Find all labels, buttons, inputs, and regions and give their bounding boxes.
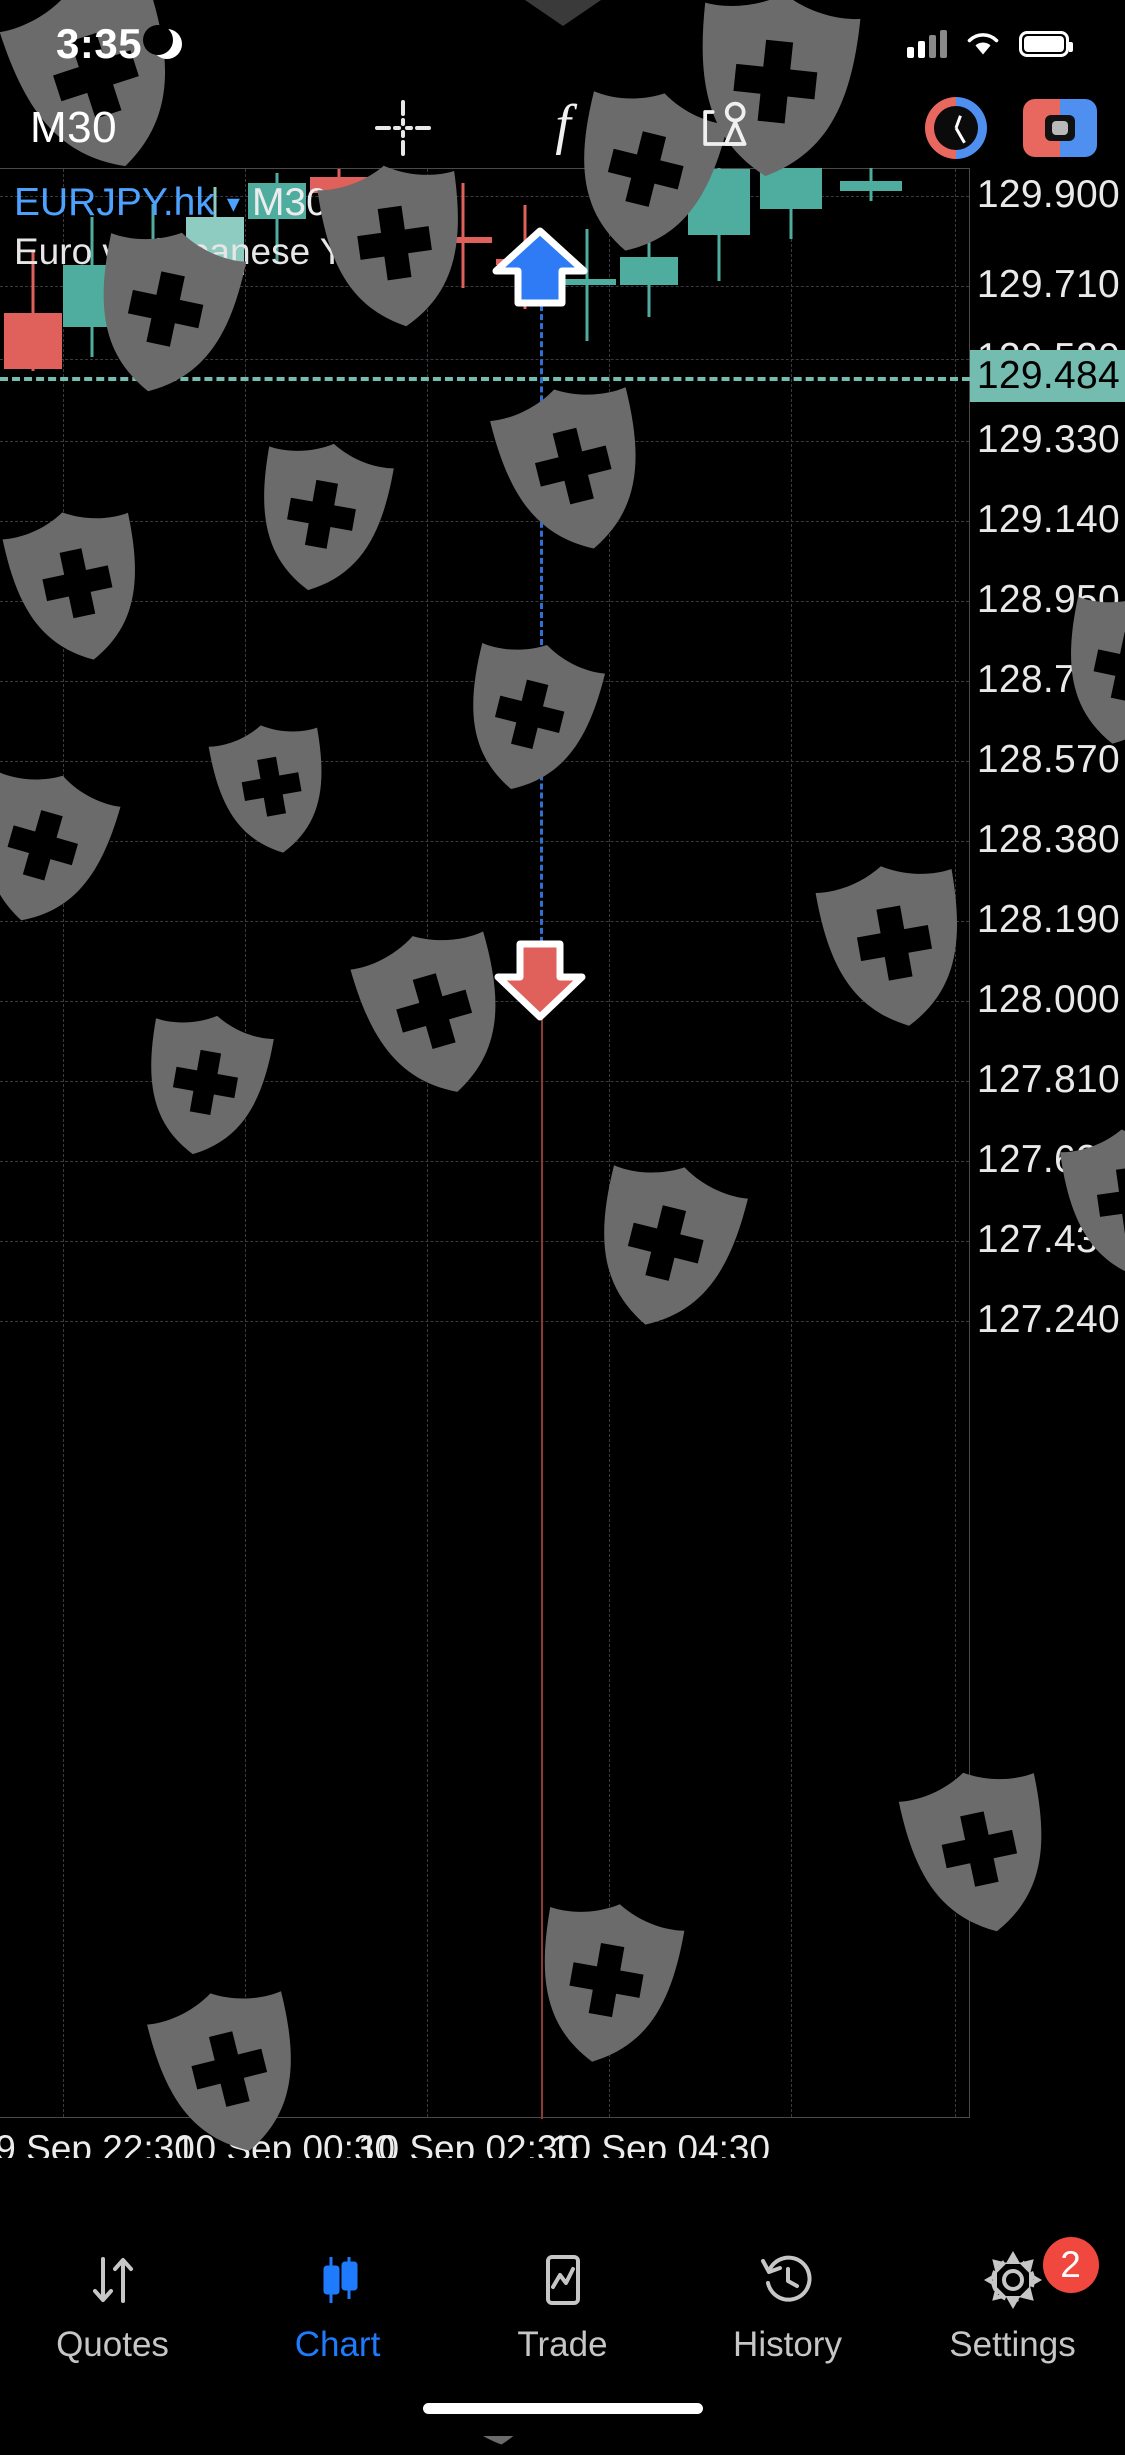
- function-f-icon[interactable]: f: [532, 97, 594, 159]
- gear-icon: [982, 2249, 1044, 2311]
- cellular-signal-icon: [907, 30, 947, 58]
- price-tick: 127.240: [976, 1298, 1120, 1341]
- grid-line-horizontal: [0, 1081, 969, 1082]
- chart-area[interactable]: EURJPY.hk ▾ M30 Euro vs Japanese Yen: [0, 168, 1125, 2158]
- chart-symbol-header: EURJPY.hk ▾ M30 Euro vs Japanese Yen: [14, 181, 382, 273]
- tab-quotes[interactable]: Quotes: [0, 2249, 225, 2365]
- grid-line-vertical: [955, 169, 956, 2117]
- price-tick: 128.950: [976, 578, 1120, 621]
- tab-label: Quotes: [56, 2325, 169, 2364]
- grid-line-horizontal: [0, 359, 969, 360]
- time-axis: 9 Sep 22:30 10 Sep 00:30 10 Sep 02:30 10…: [0, 2128, 1125, 2158]
- grid-line-horizontal: [0, 681, 969, 682]
- bid-price-badge: 129.484: [970, 350, 1125, 402]
- one-click-trading-toggle-icon[interactable]: [1023, 99, 1097, 157]
- trade-phone-icon: [532, 2249, 594, 2311]
- trade-clock-icon[interactable]: [925, 97, 987, 159]
- price-tick: 128.000: [976, 978, 1120, 1021]
- chart-toolbar: M30 f: [0, 88, 1125, 168]
- grid-line-horizontal: [0, 286, 969, 287]
- svg-text:f: f: [555, 97, 578, 156]
- buy-position-line: [540, 269, 543, 979]
- tab-chart[interactable]: Chart: [225, 2249, 450, 2365]
- settings-badge: 2: [1042, 2237, 1099, 2293]
- price-tick: 128.760: [976, 658, 1120, 701]
- price-tick: 127.620: [976, 1138, 1120, 1181]
- price-tick: 129.330: [976, 418, 1120, 461]
- time-tick: 9 Sep 22:30: [0, 2128, 195, 2158]
- chart-symbol-description: Euro vs Japanese Yen: [14, 231, 383, 272]
- grid-line-horizontal: [0, 1001, 969, 1002]
- home-indicator: [422, 2403, 703, 2414]
- candle: [4, 251, 62, 371]
- battery-icon: [1019, 31, 1073, 57]
- timeframe-label[interactable]: M30: [30, 103, 118, 152]
- price-tick: 129.710: [976, 263, 1120, 306]
- moon-icon: [143, 25, 183, 59]
- tab-trade[interactable]: Trade: [450, 2249, 675, 2365]
- grid-line-vertical: [63, 169, 64, 2117]
- buy-arrow-up-icon[interactable]: [492, 227, 588, 309]
- grid-line-horizontal: [0, 761, 969, 762]
- grid-line-horizontal: [0, 521, 969, 522]
- sell-position-line: [541, 979, 543, 2119]
- grid-line-horizontal: [0, 1321, 969, 1322]
- grid-line-horizontal: [0, 441, 969, 442]
- tab-label: History: [733, 2325, 842, 2364]
- wifi-icon: [965, 30, 1001, 58]
- crosshair-icon[interactable]: [372, 97, 434, 159]
- objects-icon[interactable]: [692, 97, 754, 159]
- candle: [760, 168, 822, 239]
- grid-line-vertical: [609, 169, 610, 2117]
- time-tick: 10 Sep 04:30: [549, 2128, 771, 2158]
- toolbar-icon-group: f: [372, 97, 754, 159]
- grid-line-horizontal: [0, 1241, 969, 1242]
- chevron-down-icon[interactable]: ▾: [226, 188, 240, 218]
- tab-label: Trade: [517, 2325, 608, 2364]
- candle: [840, 168, 902, 201]
- status-time: 3:35: [56, 20, 143, 67]
- grid-line-vertical: [245, 169, 246, 2117]
- status-bar-right: [907, 30, 1073, 58]
- toolbar-right-group: [925, 97, 1097, 159]
- chart-timeframe-label: M30: [251, 181, 328, 224]
- price-axis[interactable]: 129.900 129.710 129.520 129.484 129.330 …: [970, 168, 1125, 2118]
- price-tick: 128.190: [976, 898, 1120, 941]
- price-tick: 127.810: [976, 1058, 1120, 1101]
- sell-arrow-down-icon[interactable]: [494, 939, 586, 1021]
- candle: [620, 217, 678, 317]
- grid-line-horizontal: [0, 841, 969, 842]
- price-tick: 129.140: [976, 498, 1120, 541]
- status-bar-left: 3:35: [56, 20, 183, 68]
- history-clock-icon: [757, 2249, 819, 2311]
- grid-line-horizontal: [0, 1161, 969, 1162]
- dynamic-island-notch: [524, 0, 601, 26]
- grid-line-horizontal: [0, 196, 969, 197]
- tab-history[interactable]: History: [675, 2249, 900, 2365]
- tab-label: Chart: [294, 2325, 381, 2364]
- time-tick: 10 Sep 02:30: [357, 2128, 579, 2158]
- candle: [434, 183, 492, 288]
- chart-plot[interactable]: EURJPY.hk ▾ M30 Euro vs Japanese Yen: [0, 168, 970, 2119]
- grid-line-horizontal: [0, 921, 969, 922]
- price-tick: 127.430: [976, 1218, 1120, 1261]
- price-tick: 129.900: [976, 173, 1120, 216]
- candlestick-icon: [307, 2249, 369, 2311]
- tab-settings[interactable]: Settings 2: [900, 2237, 1125, 2365]
- bid-price-line: [0, 377, 970, 381]
- candle: [688, 168, 750, 281]
- price-tick: 128.570: [976, 738, 1120, 781]
- chart-symbol-row[interactable]: EURJPY.hk ▾ M30: [14, 181, 382, 225]
- quotes-arrows-icon: [82, 2249, 144, 2311]
- grid-line-vertical: [791, 169, 792, 2117]
- tab-label: Settings: [949, 2325, 1076, 2364]
- price-tick: 128.380: [976, 818, 1120, 861]
- candle: [248, 173, 306, 263]
- chart-symbol-name[interactable]: EURJPY.hk: [14, 181, 215, 224]
- candle: [558, 229, 616, 341]
- grid-line-vertical: [427, 169, 428, 2117]
- grid-line-horizontal: [0, 601, 969, 602]
